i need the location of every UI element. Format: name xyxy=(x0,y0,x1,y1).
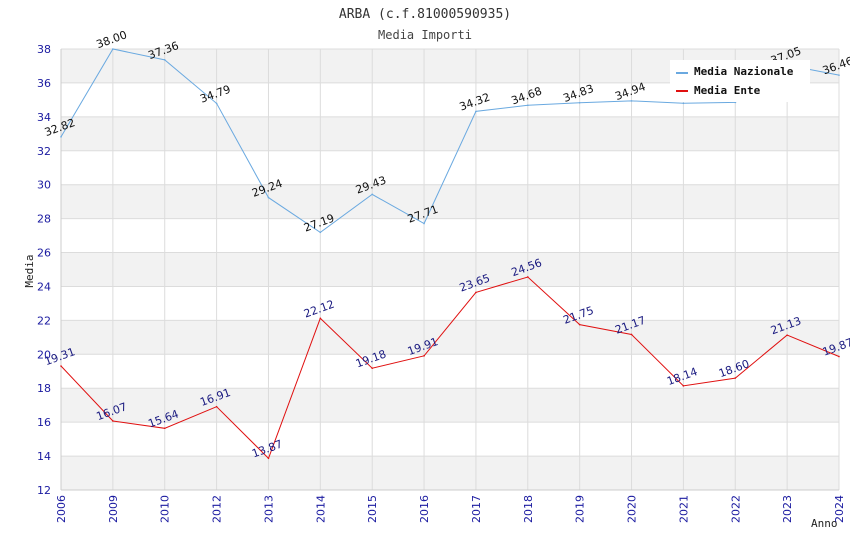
x-tick-label: 2019 xyxy=(574,495,587,523)
x-tick-label: 2010 xyxy=(159,495,172,523)
y-tick-label: 20 xyxy=(37,348,51,361)
y-tick-label: 26 xyxy=(37,247,51,260)
data-point-media-ente xyxy=(112,420,114,422)
y-tick-label: 32 xyxy=(37,145,51,158)
chart-subtitle: Media Importi xyxy=(378,28,472,42)
series-line-media-ente xyxy=(60,276,840,460)
series-line-media-nazionale xyxy=(60,48,840,234)
x-axis-label: Anno xyxy=(811,517,838,530)
x-tick-label: 2024 xyxy=(833,495,846,523)
x-tick-label: 2023 xyxy=(781,495,794,523)
x-tick-label: 2009 xyxy=(107,495,120,523)
legend-box xyxy=(670,60,810,102)
data-point-media-ente xyxy=(267,457,270,460)
data-point-media-ente xyxy=(578,323,581,326)
data-point-media-nazionale xyxy=(371,193,374,196)
grid-band xyxy=(61,320,839,355)
data-point-media-nazionale xyxy=(112,48,114,50)
grid-band xyxy=(61,184,839,219)
data-point-media-nazionale xyxy=(682,102,685,105)
y-tick-label: 18 xyxy=(37,382,51,395)
data-point-media-ente xyxy=(60,365,62,367)
legend-label-media-nazionale: Media Nazionale xyxy=(694,65,794,78)
data-point-media-ente xyxy=(734,377,737,379)
data-point-media-ente xyxy=(630,333,633,336)
data-point-media-nazionale xyxy=(838,74,840,76)
data-point-media-nazionale xyxy=(267,196,270,199)
data-label-media-nazionale: 38.00 xyxy=(95,28,129,51)
x-tick-label: 2012 xyxy=(211,495,224,523)
data-point-media-nazionale xyxy=(215,102,218,105)
data-point-media-ente xyxy=(682,385,685,387)
x-tick-label: 2006 xyxy=(55,495,68,523)
data-point-media-ente xyxy=(215,405,218,408)
data-point-media-nazionale xyxy=(60,136,62,138)
x-tick-label: 2014 xyxy=(314,495,327,523)
y-tick-label: 14 xyxy=(37,450,51,463)
grid-bands xyxy=(61,49,839,490)
y-axis-label: Media xyxy=(23,254,36,287)
y-tick-label: 28 xyxy=(37,213,51,226)
chart-title: ARBA (c.f.81000590935) xyxy=(339,7,511,22)
data-point-media-nazionale xyxy=(423,222,425,225)
grid-band xyxy=(61,116,839,151)
data-label-media-nazionale: 34.83 xyxy=(561,82,595,105)
y-tick-label: 24 xyxy=(37,280,51,293)
data-point-media-ente xyxy=(786,334,788,336)
y-tick-label: 12 xyxy=(37,484,51,497)
data-label-media-ente: 18.60 xyxy=(717,357,751,380)
data-point-media-nazionale xyxy=(527,104,529,107)
y-tick-label: 36 xyxy=(37,77,51,90)
data-point-media-ente xyxy=(423,355,425,357)
data-point-media-nazionale xyxy=(319,231,322,234)
x-tick-label: 2016 xyxy=(418,495,431,523)
y-tick-label: 16 xyxy=(37,416,51,429)
y-tick-label: 38 xyxy=(37,43,51,56)
legend-label-media-ente: Media Ente xyxy=(694,84,761,97)
grid-band xyxy=(61,388,839,423)
x-tick-label: 2018 xyxy=(522,495,535,523)
y-tick-label: 34 xyxy=(37,111,51,124)
x-tick-label: 2017 xyxy=(470,495,483,523)
data-label-media-nazionale: 34.94 xyxy=(613,80,647,103)
data-point-media-nazionale xyxy=(475,110,477,113)
legend: Media Nazionale Media Ente xyxy=(670,60,810,102)
data-point-media-nazionale xyxy=(163,59,166,61)
data-point-media-ente xyxy=(838,355,840,358)
data-label-media-nazionale: 34.68 xyxy=(510,85,544,108)
x-tick-label: 2022 xyxy=(729,495,742,523)
data-point-media-ente xyxy=(319,317,322,320)
grid-lines xyxy=(60,48,840,491)
x-tick-label: 2015 xyxy=(366,495,379,523)
grid-band xyxy=(61,456,839,490)
grid-band xyxy=(61,252,839,287)
axes xyxy=(60,49,839,491)
data-label-media-ente: 22.12 xyxy=(302,298,336,321)
data-point-media-nazionale xyxy=(630,100,633,102)
y-tick-label: 22 xyxy=(37,314,51,327)
data-point-media-nazionale xyxy=(734,101,737,104)
data-point-media-ente xyxy=(163,427,166,430)
data-point-media-ente xyxy=(475,291,477,294)
series-layer xyxy=(60,48,840,460)
x-tick-label: 2021 xyxy=(677,495,690,523)
data-point-media-ente xyxy=(371,367,374,370)
data-point-media-nazionale xyxy=(578,101,581,104)
x-tick-label: 2013 xyxy=(262,495,275,523)
data-point-media-ente xyxy=(527,276,529,278)
y-tick-label: 30 xyxy=(37,179,51,192)
x-tick-label: 2020 xyxy=(626,495,639,523)
